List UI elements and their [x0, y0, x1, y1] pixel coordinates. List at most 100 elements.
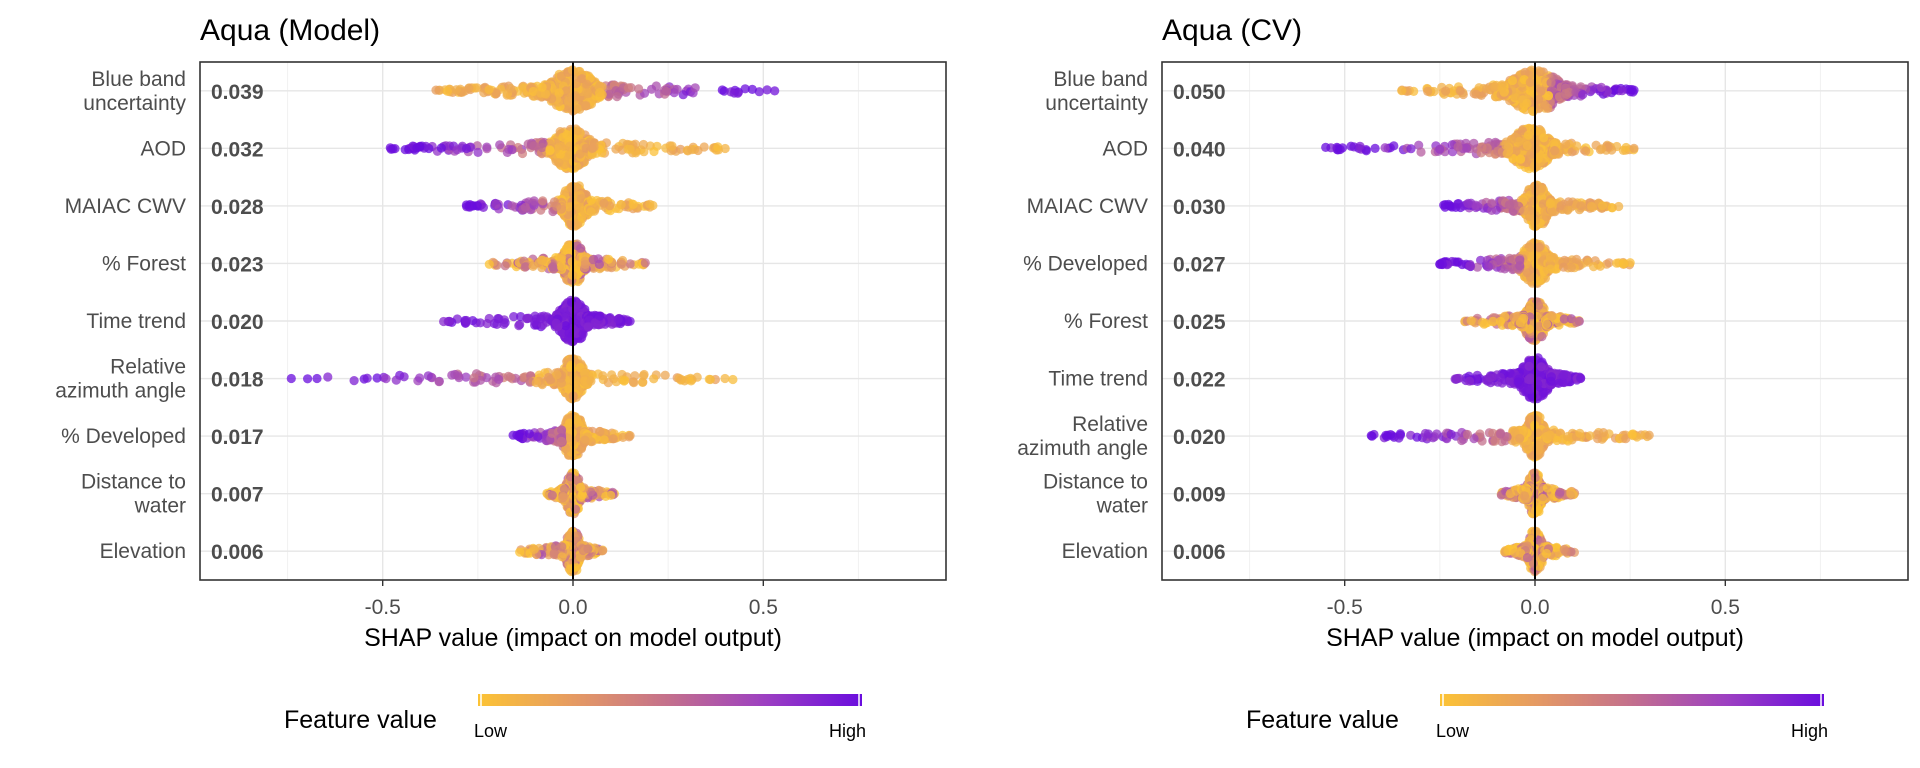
feature-label-line: water [134, 495, 186, 518]
shap-point [563, 96, 574, 106]
shap-point [659, 85, 669, 95]
shap-point [556, 436, 567, 446]
shap-point [720, 373, 730, 384]
shap-point [638, 139, 649, 150]
shap-point [423, 371, 433, 381]
shap-point [506, 83, 516, 94]
shap-point [303, 374, 313, 384]
chart-title: Aqua (Model) [200, 14, 380, 47]
shap-point [690, 83, 700, 93]
shap-point [625, 431, 635, 441]
shap-point [507, 201, 517, 211]
shap-point [431, 85, 441, 95]
shap-point [399, 372, 409, 382]
shap-point [442, 86, 452, 96]
shap-point [586, 207, 596, 217]
shap-point [674, 373, 684, 383]
importance-value: 0.028 [211, 196, 264, 219]
shap-point [545, 145, 555, 155]
feature-label-line: MAIAC CWV [65, 195, 186, 218]
feature-label-line: uncertainty [83, 92, 186, 115]
shap-point [400, 145, 410, 155]
shap-point [533, 432, 543, 442]
shap-point [728, 374, 738, 385]
shap-point [595, 426, 605, 437]
shap-point [439, 316, 449, 327]
shap-point [687, 145, 697, 155]
x-tick-label: 0.0 [558, 596, 587, 619]
shap-point [625, 144, 635, 154]
shap-point [472, 201, 482, 211]
shap-point [660, 370, 670, 380]
shap-point [733, 88, 743, 98]
shap-point [312, 373, 322, 384]
shap-point [464, 83, 474, 93]
shap-point [520, 262, 530, 272]
feature-label-4: % Forest [102, 252, 186, 275]
shap-point [349, 376, 359, 386]
importance-value: 0.018 [211, 369, 264, 392]
legend-high-label: High [829, 721, 866, 741]
shap-point [491, 199, 501, 209]
shap-point [770, 86, 780, 96]
shap-point [529, 544, 539, 555]
shap-point [547, 428, 557, 438]
shap-point [648, 200, 658, 211]
shap-point [461, 143, 472, 154]
shap-point [594, 259, 605, 269]
shap-point [667, 141, 677, 151]
shap-point [547, 490, 557, 500]
feature-label-7: % Developed [61, 425, 186, 448]
shap-point [529, 141, 539, 151]
feature-label-line: % Developed [61, 425, 186, 448]
shap-point [747, 84, 757, 94]
shap-point [558, 492, 568, 502]
shap-point [503, 371, 513, 381]
shap-point [473, 147, 483, 157]
color-legend: Feature value Low High [284, 694, 866, 741]
shap-point [522, 314, 532, 324]
shap-point [613, 314, 623, 324]
importance-value: 0.007 [211, 484, 264, 507]
shap-point [286, 373, 296, 384]
shap-point [598, 546, 608, 556]
shap-point [556, 261, 566, 271]
shap-point [608, 434, 618, 444]
feature-label-line: azimuth angle [55, 380, 186, 403]
importance-value: 0.032 [211, 138, 264, 161]
shap-point [514, 321, 524, 331]
feature-label-2: AOD [140, 137, 186, 160]
shap-point [544, 372, 554, 382]
shap-point [434, 377, 444, 387]
shap-point [578, 545, 588, 556]
shap-point [576, 482, 586, 493]
feature-label-line: Relative [110, 356, 186, 379]
shap-point [1536, 86, 1546, 96]
feature-label-line: % Forest [102, 252, 186, 275]
shap-point [611, 144, 621, 154]
shap-point [536, 314, 546, 324]
importance-value: 0.006 [211, 541, 264, 564]
shap-point [640, 258, 650, 268]
shap-point [495, 140, 505, 150]
shap-point [557, 253, 567, 263]
shap-point [482, 318, 492, 329]
legend-colorbar [478, 694, 862, 706]
feature-label-5: Time trend [86, 310, 186, 333]
shap-point [591, 319, 601, 329]
shap-point [557, 552, 567, 562]
shap-point [528, 261, 538, 271]
shap-point [720, 143, 730, 154]
shap-point [537, 82, 547, 92]
shap-point [1525, 77, 1535, 87]
legend-title: Feature value [284, 706, 437, 734]
shap-point [412, 143, 422, 153]
shap-point [565, 103, 575, 113]
shap-point [537, 142, 547, 153]
shap-point [705, 374, 716, 385]
shap-point [1543, 103, 1553, 113]
shap-point [583, 88, 593, 99]
